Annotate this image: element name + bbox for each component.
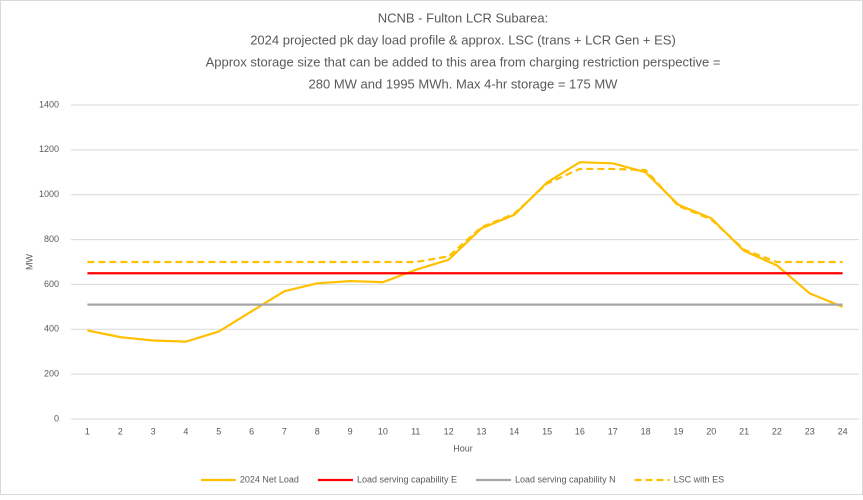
y-tick-label: 600	[44, 279, 59, 289]
x-tick-label: 13	[476, 426, 486, 436]
x-tick-label: 3	[151, 426, 156, 436]
x-tick-label: 23	[805, 426, 815, 436]
chart-title: 2024 projected pk day load profile & app…	[250, 32, 676, 47]
x-tick-label: 20	[706, 426, 716, 436]
x-tick-label: 1	[85, 426, 90, 436]
chart-title: 280 MW and 1995 MWh. Max 4-hr storage = …	[309, 76, 619, 91]
y-axis-label: MW	[24, 254, 34, 270]
y-tick-label: 200	[44, 369, 59, 379]
y-tick-label: 400	[44, 324, 59, 334]
x-tick-label: 24	[838, 426, 848, 436]
legend-label: 2024 Net Load	[240, 474, 299, 484]
y-tick-label: 0	[54, 413, 59, 423]
legend-label: Load serving capability E	[357, 474, 457, 484]
x-tick-label: 4	[183, 426, 188, 436]
x-tick-label: 12	[444, 426, 454, 436]
y-tick-label: 800	[44, 234, 59, 244]
x-tick-label: 5	[216, 426, 221, 436]
series-line	[87, 161, 844, 343]
x-tick-label: 15	[542, 426, 552, 436]
y-tick-label: 1200	[39, 144, 59, 154]
y-tick-label: 1400	[39, 99, 59, 109]
x-tick-label: 22	[772, 426, 782, 436]
legend-label: Load serving capability N	[515, 474, 616, 484]
y-tick-label: 1000	[39, 189, 59, 199]
legend-label: LSC with ES	[674, 474, 725, 484]
x-tick-label: 17	[608, 426, 618, 436]
x-tick-label: 2	[118, 426, 123, 436]
x-tick-label: 19	[673, 426, 683, 436]
x-tick-label: 7	[282, 426, 287, 436]
chart-title: NCNB - Fulton LCR Subarea:	[378, 10, 549, 25]
x-tick-label: 8	[315, 426, 320, 436]
x-tick-label: 18	[641, 426, 651, 436]
x-tick-label: 16	[575, 426, 585, 436]
x-tick-label: 10	[378, 426, 388, 436]
x-tick-label: 11	[411, 426, 420, 436]
x-tick-label: 21	[739, 426, 749, 436]
x-tick-label: 6	[249, 426, 254, 436]
x-tick-label: 14	[509, 426, 519, 436]
x-tick-label: 9	[348, 426, 353, 436]
x-axis-label: Hour	[453, 443, 473, 453]
chart-title: Approx storage size that can be added to…	[206, 54, 721, 69]
series-line	[87, 167, 843, 264]
